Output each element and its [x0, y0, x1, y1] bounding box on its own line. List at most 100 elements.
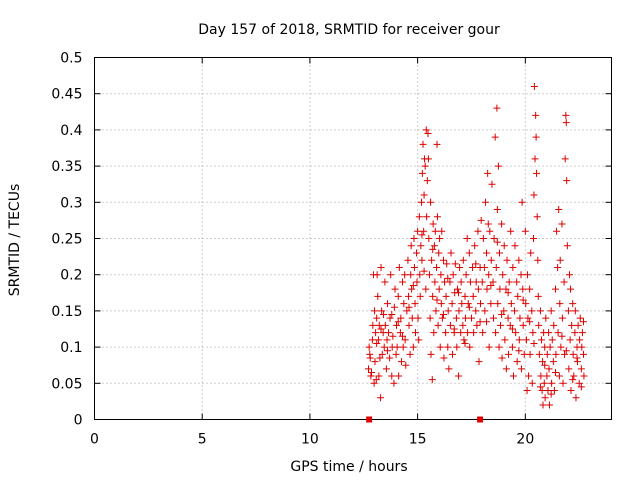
data-point	[452, 314, 460, 322]
data-point	[431, 278, 439, 286]
data-point	[545, 329, 553, 337]
data-point	[574, 321, 582, 329]
data-point	[526, 318, 534, 326]
data-point	[577, 383, 585, 391]
data-point	[368, 336, 376, 344]
data-point	[472, 307, 480, 315]
data-point	[485, 271, 493, 279]
data-point	[548, 336, 556, 344]
data-point	[522, 300, 530, 308]
data-point	[558, 332, 566, 340]
data-point	[415, 336, 423, 344]
data-point	[365, 343, 373, 351]
data-point	[494, 162, 502, 170]
data-point	[523, 387, 531, 395]
x-axis-label: GPS time / hours	[290, 459, 407, 475]
data-point	[408, 285, 416, 293]
data-point	[487, 300, 495, 308]
data-point	[455, 372, 463, 380]
data-point	[499, 271, 507, 279]
data-point	[515, 347, 523, 355]
data-point	[555, 206, 563, 214]
data-point	[569, 350, 577, 358]
data-point	[394, 318, 402, 326]
data-point	[444, 343, 452, 351]
data-point	[435, 249, 443, 257]
data-point	[519, 285, 527, 293]
data-point	[477, 216, 485, 224]
data-point	[406, 350, 414, 358]
data-point	[401, 271, 409, 279]
data-point	[385, 329, 393, 337]
data-point	[465, 303, 473, 311]
data-point	[477, 300, 485, 308]
data-point	[557, 343, 565, 351]
data-point	[530, 191, 538, 199]
data-point	[523, 271, 531, 279]
y-tick-label: 0.4	[60, 123, 82, 139]
data-point	[449, 350, 457, 358]
data-point	[414, 227, 422, 235]
chart-title: Day 157 of 2018, SRMTID for receiver gou…	[198, 22, 500, 38]
data-point	[425, 271, 433, 279]
data-point	[405, 321, 413, 329]
data-point	[507, 300, 515, 308]
y-tick-label: 0.05	[51, 376, 82, 392]
data-point	[463, 235, 471, 242]
y-tick-label: 0.45	[51, 87, 82, 103]
data-point	[498, 311, 506, 319]
data-point	[457, 329, 465, 337]
data-point	[443, 260, 451, 268]
data-point	[471, 242, 479, 250]
data-point	[453, 285, 461, 293]
data-point	[418, 169, 426, 177]
data-point	[414, 314, 422, 322]
data-point	[575, 379, 583, 387]
data-point	[428, 256, 436, 264]
data-point	[508, 343, 516, 351]
grid	[94, 57, 612, 420]
data-point	[563, 242, 571, 250]
data-point	[530, 235, 538, 242]
data-point	[579, 318, 587, 326]
data-point	[462, 271, 470, 279]
axis-ticks: 0 0.05 0.1 0.15 0.2 0.25 0.3 0.35 0.4 0.45 0.5 0 5 10…	[51, 51, 612, 448]
data-point	[513, 278, 521, 286]
data-point	[571, 307, 579, 315]
data-point	[374, 336, 382, 344]
data-point	[539, 358, 547, 366]
data-point	[428, 376, 436, 384]
data-point	[498, 220, 506, 228]
data-point	[505, 350, 513, 358]
data-point	[426, 314, 434, 322]
data-point	[434, 321, 442, 329]
data-point	[530, 339, 538, 347]
data-point	[415, 213, 423, 221]
data-point	[413, 278, 421, 286]
data-point	[485, 343, 493, 351]
data-point	[420, 227, 428, 235]
data-point	[541, 361, 549, 369]
data-point	[487, 282, 495, 290]
data-point	[540, 379, 548, 387]
y-tick-label: 0	[74, 413, 83, 429]
data-point	[371, 307, 379, 315]
data-point	[501, 336, 509, 344]
data-point	[524, 314, 532, 322]
data-point	[488, 180, 496, 188]
data-point	[508, 325, 516, 333]
data-point	[526, 350, 534, 358]
data-point	[498, 354, 506, 362]
data-point	[513, 358, 521, 366]
data-point	[545, 365, 553, 373]
data-point	[390, 303, 398, 311]
data-point	[476, 318, 484, 326]
data-point	[495, 343, 503, 351]
data-point	[403, 307, 411, 315]
data-point	[469, 263, 477, 271]
data-point	[554, 329, 562, 337]
data-point	[411, 329, 419, 337]
data-point	[512, 329, 520, 337]
data-point	[410, 263, 418, 271]
data-point	[489, 314, 497, 322]
